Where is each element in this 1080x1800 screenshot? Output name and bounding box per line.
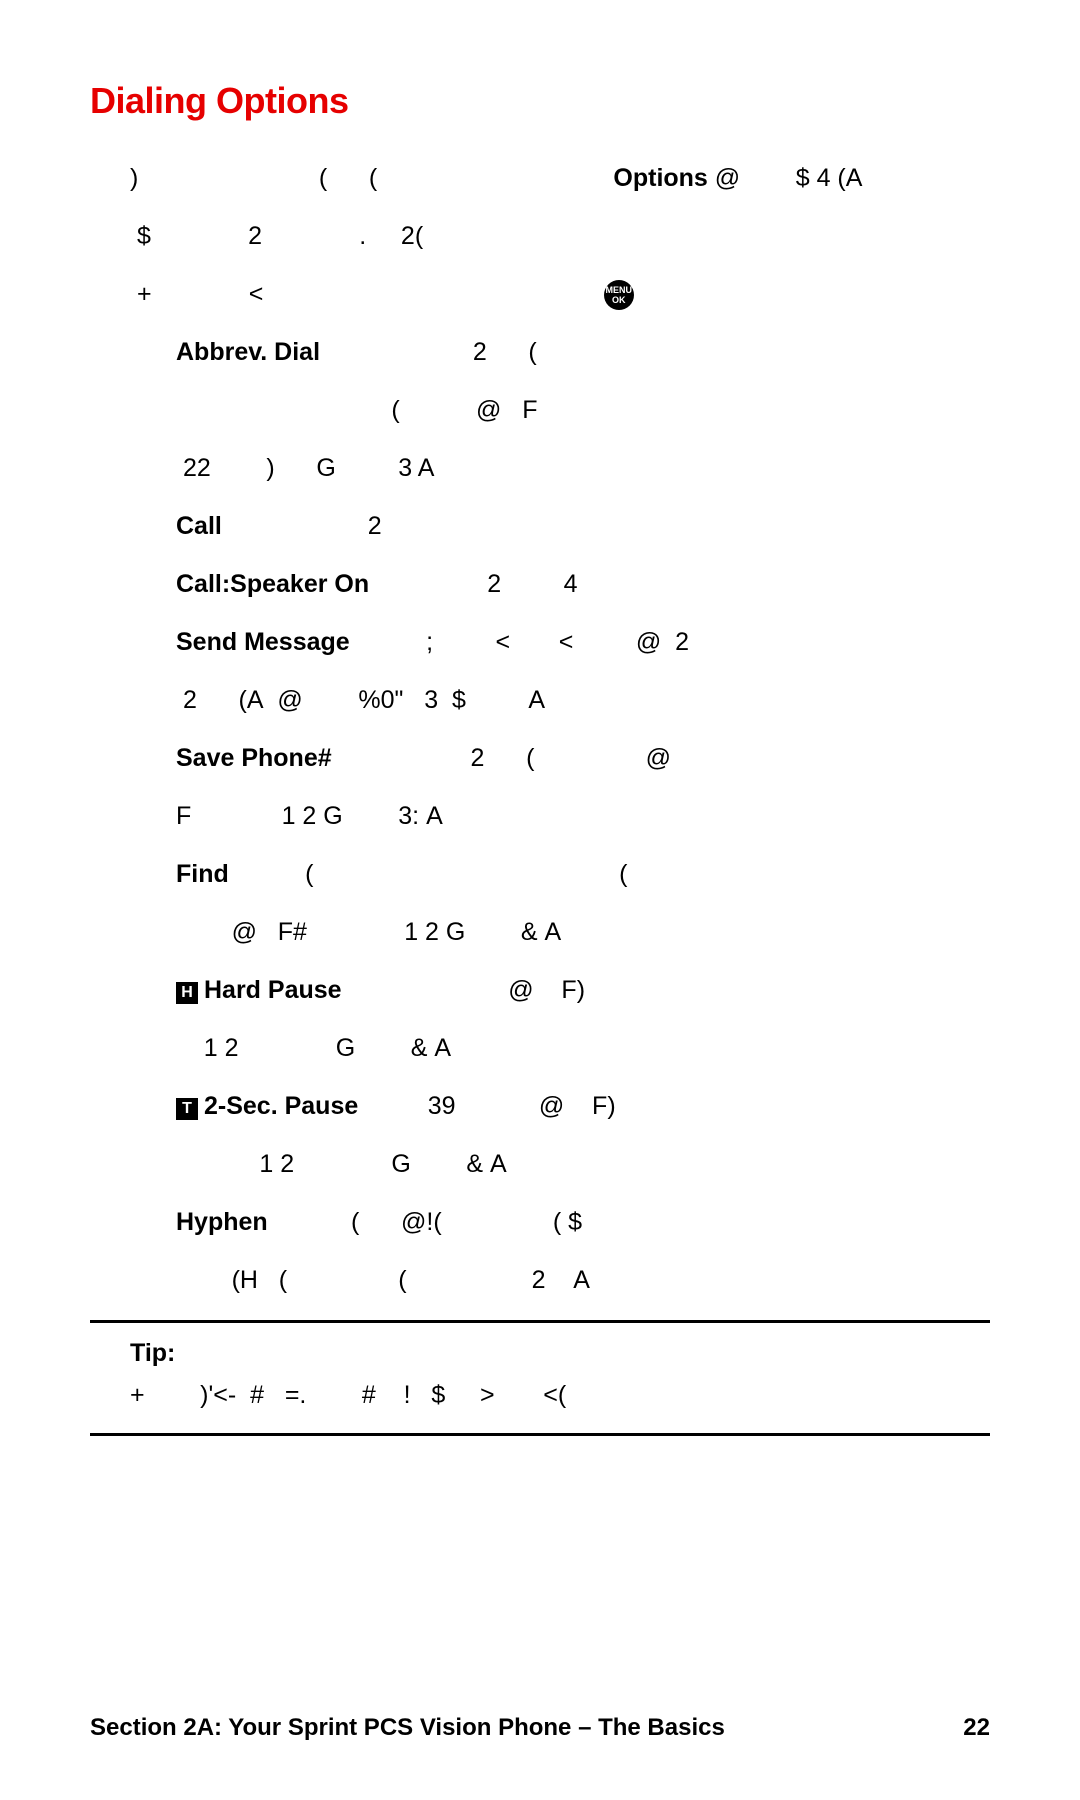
option-continuation: (H ( ( 2 A xyxy=(90,1260,990,1300)
intro-line-3: + < MENUOK xyxy=(90,274,990,314)
footer-page-number: 22 xyxy=(963,1714,990,1742)
page-footer: Section 2A: Your Sprint PCS Vision Phone… xyxy=(90,1714,990,1742)
option-continuation: 1 2 G & A xyxy=(90,1028,990,1068)
option-after: 2 4 xyxy=(369,570,577,598)
option-item: T 2-Sec. Pause 39 @ F) xyxy=(90,1086,990,1126)
option-label: Hard Pause xyxy=(204,976,342,1004)
intro-3-text: + < xyxy=(130,280,597,308)
option-continuation: @ F# 1 2 G & A xyxy=(90,912,990,952)
option-continuation: 2 (A @ %0" 3 $ A xyxy=(90,680,990,720)
option-label: 2-Sec. Pause xyxy=(204,1092,358,1120)
option-after: ( @!( ( $ xyxy=(268,1208,582,1236)
option-continuation: 1 2 G & A xyxy=(90,1144,990,1184)
option-list: Abbrev. Dial 2 ( ( @ F 22 ) G 3 ACall 2C… xyxy=(90,332,990,1300)
option-label: Find xyxy=(176,860,229,888)
option-continuation: F 1 2 G 3: A xyxy=(90,796,990,836)
intro-line-2: $ 2 . 2( xyxy=(90,216,990,256)
option-item: Hyphen ( @!( ( $ xyxy=(90,1202,990,1242)
option-after: @ F) xyxy=(342,976,585,1004)
page-title: Dialing Options xyxy=(90,80,990,122)
pause-icon: H xyxy=(176,982,198,1004)
option-item: Find ( ( xyxy=(90,854,990,894)
menu-ok-icon: MENUOK xyxy=(604,280,634,310)
option-label: Send Message xyxy=(176,628,350,656)
option-after: ; < < @ 2 xyxy=(350,628,689,656)
body-text: ) ( ( Options @ $ 4 (A $ 2 . 2( + < xyxy=(90,158,990,1436)
option-after: 2 ( @ xyxy=(332,744,671,772)
option-after: 2 xyxy=(222,512,382,540)
option-item: Save Phone# 2 ( @ xyxy=(90,738,990,778)
option-item: Send Message ; < < @ 2 xyxy=(90,622,990,662)
tip-text: + )'<- # =. # ! $ > <( xyxy=(90,1375,990,1415)
option-after: 39 @ F) xyxy=(358,1092,615,1120)
tip-label: Tip: xyxy=(90,1333,990,1373)
option-label: Abbrev. Dial xyxy=(176,338,320,366)
footer-section: Section 2A: Your Sprint PCS Vision Phone… xyxy=(90,1714,725,1742)
intro-1b: @ $ 4 (A xyxy=(708,164,863,192)
option-item: Abbrev. Dial 2 ( xyxy=(90,332,990,372)
option-continuation: ( @ F xyxy=(90,390,990,430)
pause-icon: T xyxy=(176,1098,198,1120)
option-label: Call xyxy=(176,512,222,540)
option-item: Call:Speaker On 2 4 xyxy=(90,564,990,604)
document-page: Dialing Options ) ( ( Options @ $ 4 (A $… xyxy=(0,0,1080,1800)
option-item: H Hard Pause @ F) xyxy=(90,970,990,1010)
intro-line-1: ) ( ( Options @ $ 4 (A xyxy=(90,158,990,198)
intro-1a: ) ( ( xyxy=(130,164,613,192)
option-continuation: 22 ) G 3 A xyxy=(90,448,990,488)
option-item: Call 2 xyxy=(90,506,990,546)
option-label: Hyphen xyxy=(176,1208,268,1236)
option-after: 2 ( xyxy=(320,338,537,366)
option-after: ( ( xyxy=(229,860,628,888)
tip-box: Tip: + )'<- # =. # ! $ > <( xyxy=(90,1320,990,1436)
option-label: Call:Speaker On xyxy=(176,570,369,598)
option-label: Save Phone# xyxy=(176,744,332,772)
options-label: Options xyxy=(613,164,707,192)
